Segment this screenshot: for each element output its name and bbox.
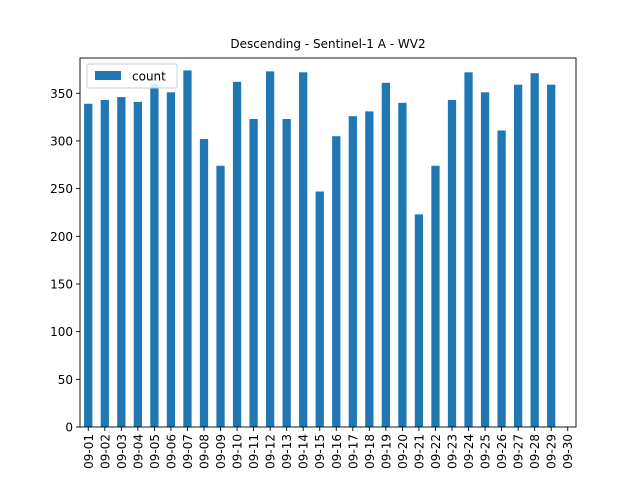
bar-09-17 xyxy=(348,116,357,428)
bar-09-06 xyxy=(166,92,176,427)
bar-09-20 xyxy=(398,102,407,427)
bar-09-28 xyxy=(530,73,539,428)
bar-09-15 xyxy=(315,191,324,427)
bar-09-26 xyxy=(497,130,506,427)
x-tick-label-09-05: 09-05 xyxy=(148,434,162,469)
x-tick-label-09-11: 09-11 xyxy=(247,434,261,469)
bars-layer xyxy=(84,70,556,428)
x-tick-label-09-14: 09-14 xyxy=(297,434,311,469)
x-tick-label-09-10: 09-10 xyxy=(231,434,245,469)
y-axis: 0 50 100 150 200 250 300 350 xyxy=(50,87,80,435)
bar-09-13 xyxy=(282,119,291,427)
bar-09-08 xyxy=(199,139,209,427)
legend-swatch-count xyxy=(95,71,121,80)
x-tick-label-09-09: 09-09 xyxy=(214,434,228,469)
bar-09-10 xyxy=(232,81,242,427)
x-tick-label-09-21: 09-21 xyxy=(412,434,426,469)
bar-09-11 xyxy=(249,119,258,427)
bar-09-29 xyxy=(547,84,556,427)
x-tick-label-09-07: 09-07 xyxy=(181,434,195,469)
bar-09-19 xyxy=(381,82,390,427)
x-tick-label-09-06: 09-06 xyxy=(164,434,178,469)
x-tick-label-09-30: 09-30 xyxy=(561,434,575,469)
x-axis: 09-01 09-02 09-03 09-04 09-05 09-06 09-07 09-08… xyxy=(82,427,575,469)
x-tick-label-09-17: 09-17 xyxy=(346,434,360,469)
x-tick-label-09-16: 09-16 xyxy=(330,434,344,469)
x-tick-label-09-04: 09-04 xyxy=(131,434,145,469)
x-tick-label-09-18: 09-18 xyxy=(363,434,377,469)
bar-09-21 xyxy=(414,214,424,427)
x-tick-label-09-19: 09-19 xyxy=(379,434,393,469)
bar-09-23 xyxy=(447,99,457,427)
y-tick-label-350: 350 xyxy=(50,87,73,101)
y-tick-label-200: 200 xyxy=(50,230,73,244)
x-tick-label-09-02: 09-02 xyxy=(98,434,112,469)
y-tick-label-250: 250 xyxy=(50,182,73,196)
bar-09-01 xyxy=(84,103,93,427)
y-tick-label-300: 300 xyxy=(50,134,73,148)
bar-09-02 xyxy=(100,99,109,427)
x-tick-label-09-29: 09-29 xyxy=(545,434,559,469)
x-tick-label-09-23: 09-23 xyxy=(446,434,460,469)
x-tick-label-09-20: 09-20 xyxy=(396,434,410,469)
bar-09-04 xyxy=(133,101,142,427)
bar-09-27 xyxy=(514,84,523,427)
x-tick-label-09-26: 09-26 xyxy=(495,434,509,469)
x-tick-label-09-28: 09-28 xyxy=(528,434,542,469)
bar-09-22 xyxy=(431,165,440,427)
legend: count xyxy=(86,63,178,89)
legend-box xyxy=(86,63,178,89)
x-tick-label-09-08: 09-08 xyxy=(198,434,212,469)
bar-09-14 xyxy=(299,72,308,428)
bar-09-18 xyxy=(365,111,374,427)
bar-09-12 xyxy=(266,71,275,427)
x-tick-label-09-12: 09-12 xyxy=(264,434,278,469)
x-tick-label-09-25: 09-25 xyxy=(479,434,493,469)
bar-09-07 xyxy=(183,70,192,427)
x-tick-label-09-03: 09-03 xyxy=(115,434,129,469)
bar-09-25 xyxy=(480,92,490,427)
legend-label-count: count xyxy=(132,70,166,84)
x-tick-label-09-13: 09-13 xyxy=(280,434,294,469)
x-tick-label-09-27: 09-27 xyxy=(512,434,526,469)
x-tick-label-09-15: 09-15 xyxy=(313,434,327,469)
bar-09-16 xyxy=(332,136,341,428)
plot-frame xyxy=(79,57,577,428)
x-tick-label-09-24: 09-24 xyxy=(462,434,476,469)
chart-title: Descending - Sentinel-1 A - WV2 xyxy=(230,37,425,51)
x-tick-label-09-01: 09-01 xyxy=(82,434,96,469)
y-tick-label-150: 150 xyxy=(50,277,73,291)
y-tick-label-0: 0 xyxy=(65,421,73,435)
y-tick-label-100: 100 xyxy=(50,325,73,339)
bar-09-05 xyxy=(150,83,159,427)
bar-09-03 xyxy=(117,97,126,428)
bar-09-24 xyxy=(464,72,473,428)
bar-09-09 xyxy=(216,165,225,427)
y-tick-label-50: 50 xyxy=(58,373,73,387)
x-tick-label-09-22: 09-22 xyxy=(429,434,443,469)
